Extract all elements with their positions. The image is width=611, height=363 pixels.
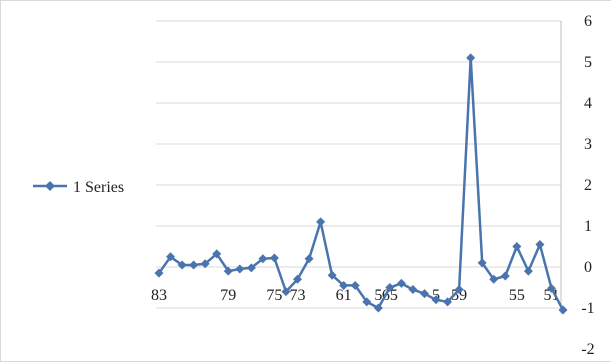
x-tick-label: 61 (336, 287, 352, 304)
data-point (396, 278, 406, 288)
data-point (489, 274, 499, 284)
data-point (523, 266, 533, 276)
data-point (512, 242, 522, 251)
y-tick-label: -1 (581, 300, 594, 317)
data-point (558, 305, 568, 315)
data-point (385, 283, 395, 292)
data-point (408, 285, 418, 295)
x-tick-label: 65 (382, 287, 398, 304)
data-point (154, 268, 164, 278)
data-point (362, 297, 372, 307)
data-point (316, 217, 326, 227)
data-point (443, 297, 453, 307)
data-point (235, 264, 245, 274)
x-tick-label: 75 (266, 287, 282, 304)
y-tick-label: 4 (584, 95, 592, 112)
data-point (466, 53, 476, 63)
grid (156, 20, 562, 314)
data-point (431, 295, 441, 305)
data-point (373, 303, 383, 313)
data-point (419, 289, 429, 299)
data-point (535, 239, 545, 249)
data-point (293, 274, 303, 284)
data-point (177, 260, 187, 270)
data-point (281, 287, 291, 297)
y-tick-label: 0 (584, 259, 592, 276)
x-tick-label: 5 (374, 287, 382, 304)
y-tick-label: 2 (584, 177, 592, 194)
data-point (339, 280, 349, 290)
y-tick-label: 1 (584, 218, 592, 235)
x-axis-ticks: 83797573615655595551 (151, 287, 559, 304)
x-tick-label: 79 (220, 287, 236, 304)
y-tick-label: 5 (584, 54, 592, 71)
x-tick-label: 55 (509, 287, 525, 304)
y-axis-ticks: 6 5 4 3 2 1 0 -1 -2 (581, 13, 594, 358)
y-tick-label: -2 (581, 341, 594, 358)
data-point (327, 270, 337, 280)
series-layer (154, 53, 568, 315)
y-tick-label: 3 (584, 136, 592, 153)
data-point (454, 285, 464, 295)
data-point (223, 266, 233, 276)
data-point (477, 258, 487, 268)
x-tick-label: 51 (543, 287, 559, 304)
x-tick-label: 73 (290, 287, 306, 304)
data-point (350, 280, 360, 290)
data-point (212, 249, 222, 259)
data-point (246, 263, 256, 273)
legend-label: 1 Series (73, 179, 124, 196)
data-point (269, 253, 279, 263)
data-point (546, 283, 556, 293)
legend-marker-diamond (45, 181, 55, 191)
x-tick-label: 83 (151, 287, 167, 304)
data-point (189, 260, 199, 270)
legend: 1 Series (33, 179, 124, 196)
series-line (157, 56, 565, 311)
data-point (166, 252, 176, 262)
x-tick-label: 59 (451, 287, 467, 304)
data-point (500, 271, 510, 281)
y-tick-label: 6 (584, 13, 592, 30)
data-point (200, 259, 210, 269)
